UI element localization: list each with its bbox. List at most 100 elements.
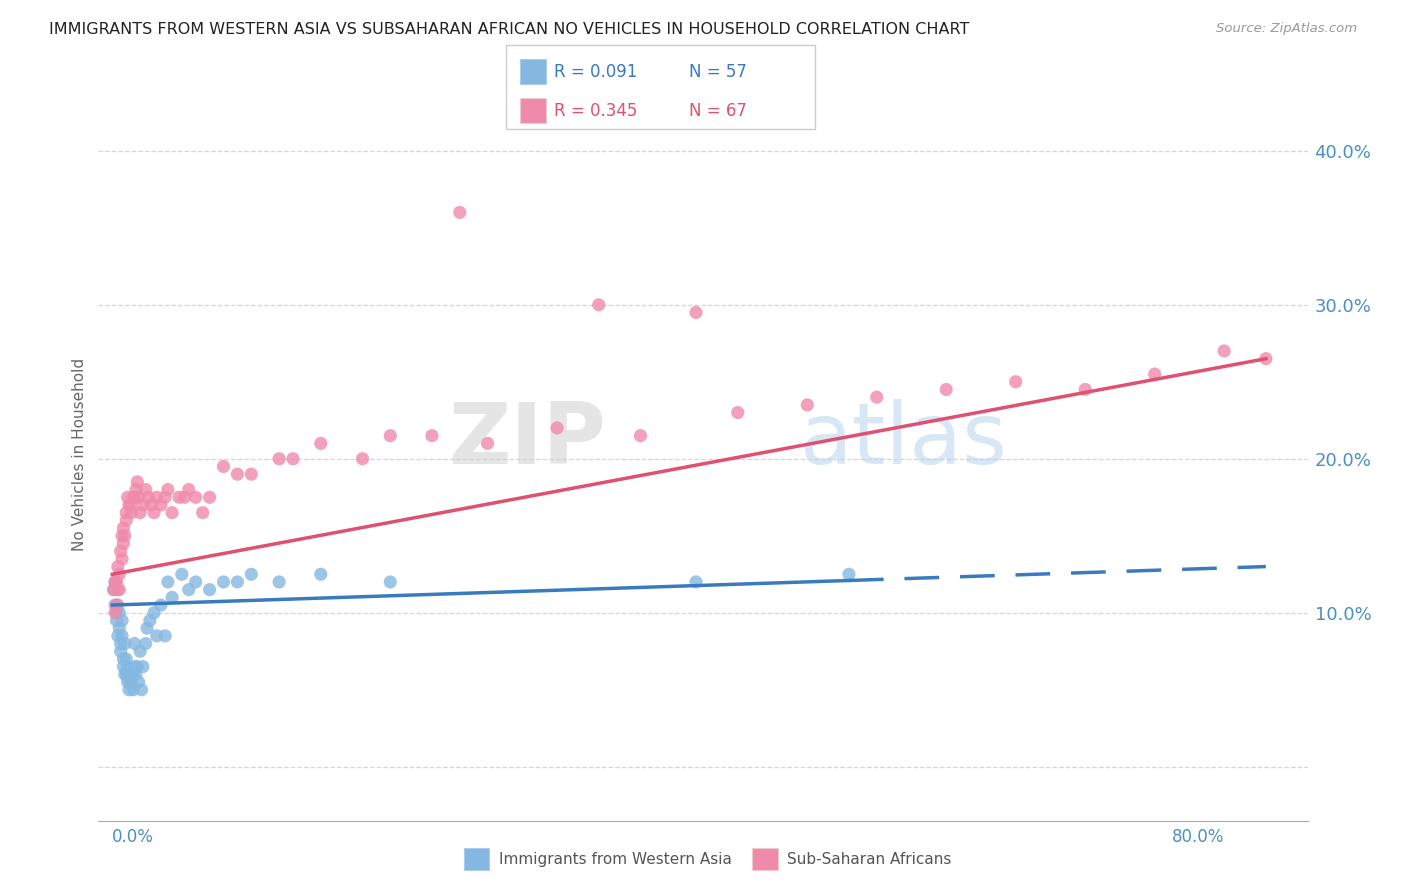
Point <box>118 498 141 512</box>
Point <box>212 574 235 589</box>
Point <box>107 582 129 597</box>
Point <box>104 574 127 589</box>
Point <box>240 567 263 582</box>
Point <box>141 498 163 512</box>
Point <box>107 629 129 643</box>
Point <box>122 490 145 504</box>
Point <box>117 675 139 690</box>
Point <box>1213 343 1236 358</box>
Point <box>630 428 652 442</box>
Point <box>149 498 172 512</box>
Point <box>117 659 139 673</box>
Point <box>110 636 132 650</box>
Point <box>122 682 145 697</box>
Text: ZIP: ZIP <box>449 399 606 482</box>
Point <box>114 529 136 543</box>
Point <box>114 667 136 681</box>
Point <box>153 629 176 643</box>
Point <box>107 598 129 612</box>
Text: N = 67: N = 67 <box>689 102 747 120</box>
Point <box>240 467 263 482</box>
Point <box>153 490 176 504</box>
Point <box>935 383 957 397</box>
Text: Source: ZipAtlas.com: Source: ZipAtlas.com <box>1216 22 1357 36</box>
Point <box>127 475 149 489</box>
Point <box>149 598 172 612</box>
Point <box>125 667 148 681</box>
Point <box>420 428 443 442</box>
Point <box>198 490 221 504</box>
Point <box>281 451 304 466</box>
Point <box>105 598 128 612</box>
Point <box>184 574 207 589</box>
Point <box>112 536 135 550</box>
Point <box>110 544 132 558</box>
Point <box>838 567 860 582</box>
Point <box>226 574 249 589</box>
Point <box>104 598 127 612</box>
Point <box>1074 383 1097 397</box>
Point <box>118 682 141 697</box>
Point <box>104 574 127 589</box>
Point <box>112 521 135 535</box>
Point <box>103 582 125 597</box>
Point <box>124 636 146 650</box>
Point <box>121 506 143 520</box>
Text: R = 0.091: R = 0.091 <box>554 62 637 80</box>
Point <box>685 574 707 589</box>
Point <box>477 436 499 450</box>
Point <box>129 644 152 658</box>
Point <box>1004 375 1026 389</box>
Point <box>111 552 134 566</box>
Point <box>269 451 291 466</box>
Text: Sub-Saharan Africans: Sub-Saharan Africans <box>787 852 952 867</box>
Text: 0.0%: 0.0% <box>112 829 155 847</box>
Point <box>108 621 131 635</box>
Point <box>226 467 249 482</box>
Point <box>104 606 127 620</box>
Text: 80.0%: 80.0% <box>1171 829 1225 847</box>
Point <box>269 574 291 589</box>
Point <box>120 498 142 512</box>
Point <box>135 636 157 650</box>
Point <box>111 529 134 543</box>
Point <box>143 506 166 520</box>
Point <box>167 490 190 504</box>
Point <box>156 483 179 497</box>
Point <box>727 406 749 420</box>
Point <box>108 582 131 597</box>
Point <box>143 606 166 620</box>
Point <box>103 582 125 597</box>
Point <box>108 606 131 620</box>
Point <box>114 636 136 650</box>
Point <box>128 490 150 504</box>
Point <box>115 652 138 666</box>
Point <box>146 490 169 504</box>
Point <box>866 390 889 404</box>
Point <box>120 667 142 681</box>
Point <box>118 667 141 681</box>
Point <box>117 490 139 504</box>
Point <box>112 652 135 666</box>
Point <box>136 621 159 635</box>
Point <box>184 490 207 504</box>
Point <box>105 614 128 628</box>
Point <box>112 659 135 673</box>
Point <box>588 298 610 312</box>
Point <box>138 490 160 504</box>
Point <box>120 675 142 690</box>
Point <box>191 506 214 520</box>
Point <box>198 582 221 597</box>
Point <box>685 305 707 319</box>
Text: R = 0.345: R = 0.345 <box>554 102 637 120</box>
Point <box>125 483 148 497</box>
Point <box>124 659 146 673</box>
Point <box>111 629 134 643</box>
Point <box>127 659 149 673</box>
Point <box>212 459 235 474</box>
Point <box>177 483 200 497</box>
Point <box>124 490 146 504</box>
Point <box>146 629 169 643</box>
Point <box>177 582 200 597</box>
Point <box>115 667 138 681</box>
